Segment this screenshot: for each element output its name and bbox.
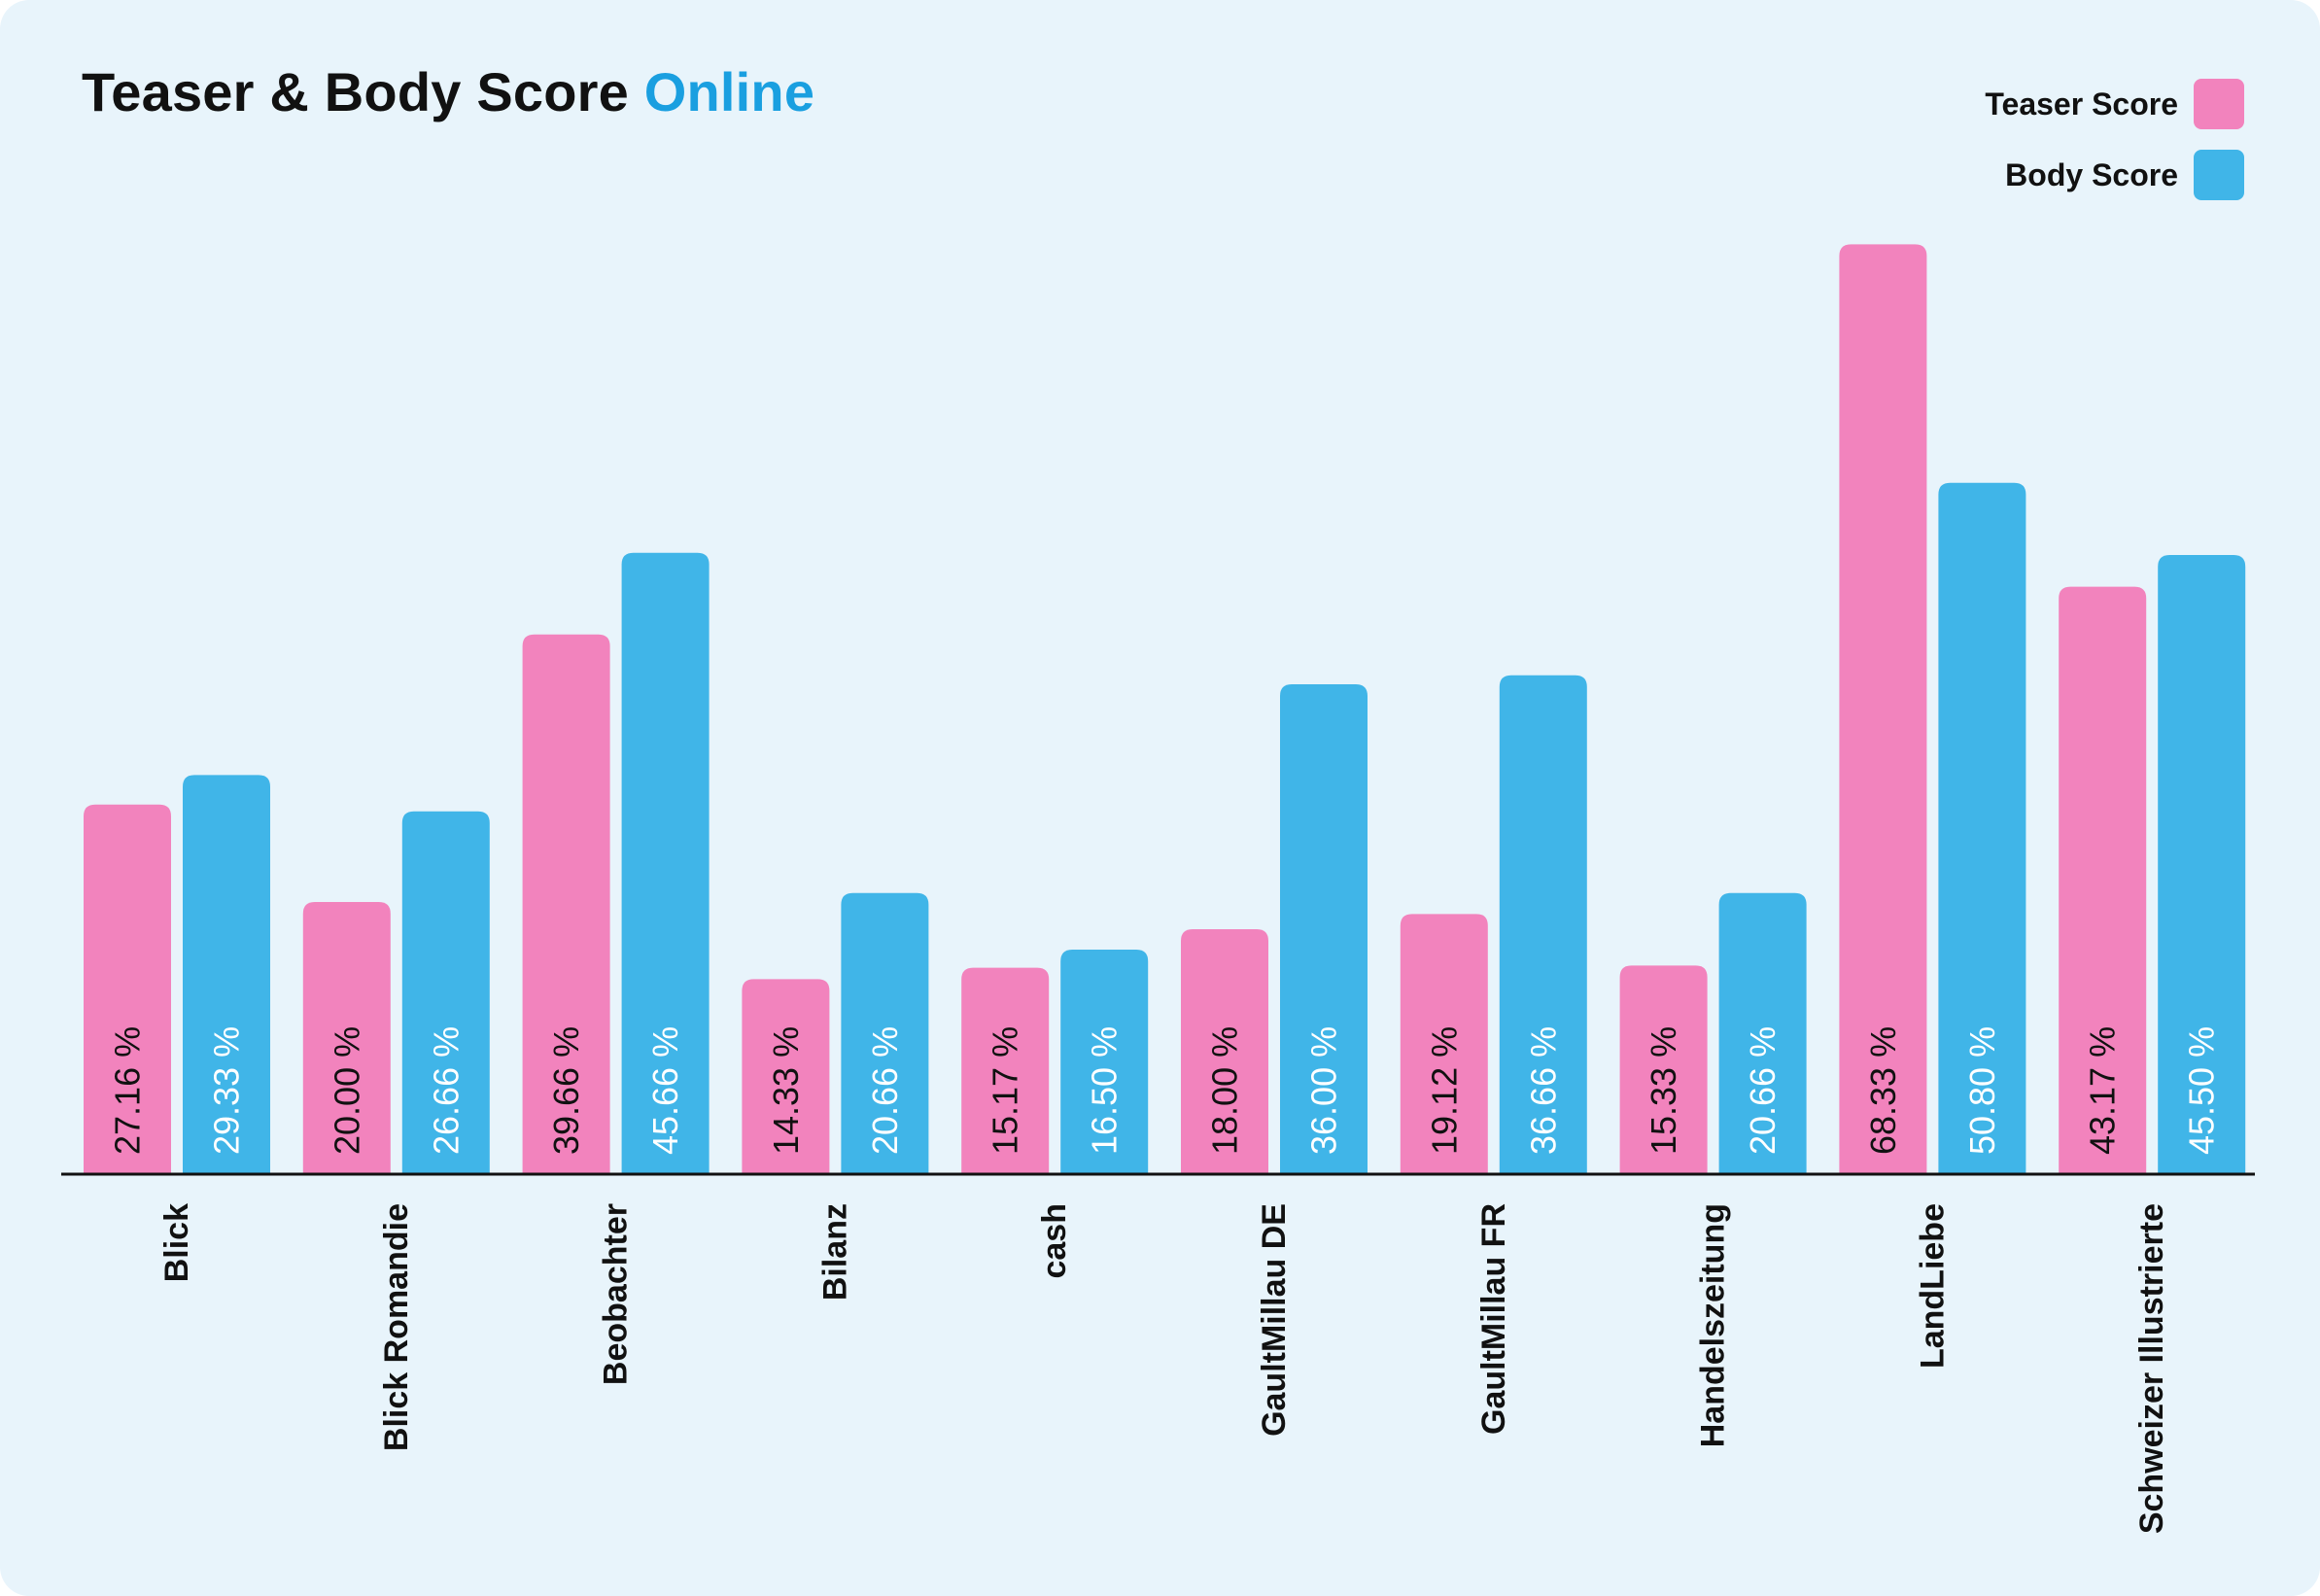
category-label-cash: cash — [1036, 1203, 1073, 1279]
legend: Teaser Score Body Score — [1855, 78, 2244, 220]
data-label-teaser-score-cash: 15.17 % — [986, 1026, 1025, 1155]
chart-title: Teaser & Body Score Online — [82, 60, 814, 123]
legend-swatch-body — [2194, 150, 2244, 200]
data-label-body-score-blick: 29.33 % — [207, 1026, 247, 1155]
data-label-teaser-score-bilanz: 14.33 % — [766, 1026, 806, 1155]
data-label-body-score-gaultmillau-de: 36.00 % — [1304, 1026, 1344, 1155]
data-label-body-score-handelszeitung: 20.66 % — [1743, 1026, 1783, 1155]
bar-body-score-gaultmillau-de — [1280, 684, 1368, 1174]
data-label-teaser-score-handelszeitung: 15.33 % — [1644, 1026, 1683, 1155]
legend-label-body: Body Score — [2005, 156, 2178, 192]
chart-title-accent: Online — [643, 61, 815, 122]
category-label-gaultmillau-fr: GaultMillau FR — [1475, 1203, 1512, 1435]
legend-label-teaser: Teaser Score — [1985, 86, 2178, 121]
bar-teaser-score-cash — [961, 967, 1050, 1174]
bar-teaser-score-blick — [84, 804, 171, 1174]
chart-title-main: Teaser & Body Score — [82, 61, 629, 122]
category-label-bilanz: Bilanz — [816, 1203, 853, 1301]
legend-item-teaser: Teaser Score — [1855, 78, 2244, 130]
data-label-body-score-bilanz: 20.66 % — [865, 1026, 905, 1155]
bar-body-score-landliebe — [1938, 482, 2026, 1174]
bar-teaser-score-beobachter — [522, 634, 610, 1174]
bar-body-score-handelszeitung — [1718, 892, 1807, 1174]
data-label-teaser-score-beobachter: 39.66 % — [546, 1026, 586, 1155]
category-label-blick: Blick — [158, 1203, 195, 1282]
bar-body-score-schweizer-illustrierte — [2158, 555, 2246, 1174]
bar-body-score-cash — [1060, 950, 1149, 1174]
data-label-teaser-score-blick-romandie: 20.00 % — [327, 1026, 366, 1155]
bar-body-score-beobachter — [621, 552, 710, 1174]
data-label-body-score-cash: 16.50 % — [1085, 1026, 1125, 1155]
bar-teaser-score-bilanz — [742, 979, 830, 1174]
legend-item-body: Body Score — [1855, 149, 2244, 201]
data-label-teaser-score-schweizer-illustrierte: 43.17 % — [2083, 1026, 2123, 1155]
data-label-body-score-gaultmillau-fr: 36.66 % — [1523, 1026, 1563, 1155]
bar-body-score-gaultmillau-fr — [1499, 675, 1587, 1174]
bar-teaser-score-landliebe — [1839, 244, 1927, 1174]
data-label-body-score-landliebe: 50.80 % — [1962, 1026, 2002, 1155]
data-label-teaser-score-landliebe: 68.33 % — [1863, 1026, 1903, 1155]
category-label-beobachter: Beobachter — [598, 1203, 635, 1385]
data-label-teaser-score-gaultmillau-de: 18.00 % — [1205, 1026, 1245, 1155]
bar-teaser-score-gaultmillau-de — [1181, 929, 1268, 1174]
bar-body-score-blick-romandie — [401, 811, 490, 1174]
bar-teaser-score-schweizer-illustrierte — [2059, 586, 2147, 1174]
category-label-blick-romandie: Blick Romandie — [378, 1203, 415, 1451]
data-label-body-score-schweizer-illustrierte: 45.50 % — [2182, 1026, 2222, 1155]
category-label-gaultmillau-de: GaultMillau DE — [1256, 1203, 1293, 1437]
bar-body-score-bilanz — [841, 892, 929, 1174]
data-label-body-score-blick-romandie: 26.66 % — [426, 1026, 466, 1155]
bar-body-score-blick — [183, 775, 270, 1174]
data-label-teaser-score-gaultmillau-fr: 19.12 % — [1424, 1026, 1464, 1155]
data-label-body-score-beobachter: 45.66 % — [645, 1026, 685, 1155]
legend-swatch-teaser — [2194, 79, 2244, 129]
bar-teaser-score-blick-romandie — [302, 902, 391, 1174]
category-label-handelszeitung: Handelszeitung — [1695, 1203, 1732, 1447]
category-label-schweizer-illustrierte: Schweizer Illustrierte — [2133, 1203, 2170, 1534]
bar-teaser-score-handelszeitung — [1619, 965, 1708, 1174]
data-label-teaser-score-blick: 27.16 % — [108, 1026, 148, 1155]
category-label-landliebe: LandLiebe — [1914, 1203, 1951, 1369]
bar-teaser-score-gaultmillau-fr — [1400, 914, 1488, 1174]
